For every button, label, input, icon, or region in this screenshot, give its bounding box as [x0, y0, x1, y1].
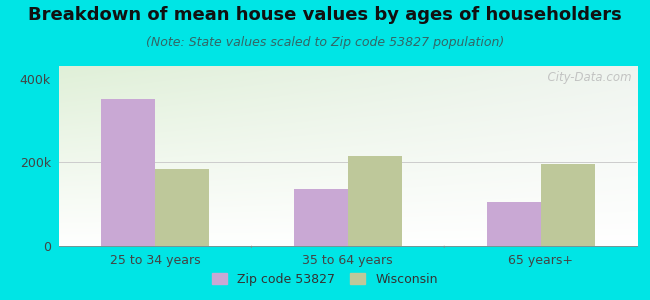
Bar [541, 164, 595, 246]
Bar [155, 169, 209, 246]
Text: City-Data.com: City-Data.com [540, 71, 631, 84]
Legend: Zip code 53827, Wisconsin: Zip code 53827, Wisconsin [207, 268, 443, 291]
Bar [101, 100, 155, 246]
Bar [487, 202, 541, 246]
Text: Breakdown of mean house values by ages of householders: Breakdown of mean house values by ages o… [28, 6, 622, 24]
Bar [294, 190, 348, 246]
Text: (Note: State values scaled to Zip code 53827 population): (Note: State values scaled to Zip code 5… [146, 36, 504, 49]
Bar [348, 156, 402, 246]
